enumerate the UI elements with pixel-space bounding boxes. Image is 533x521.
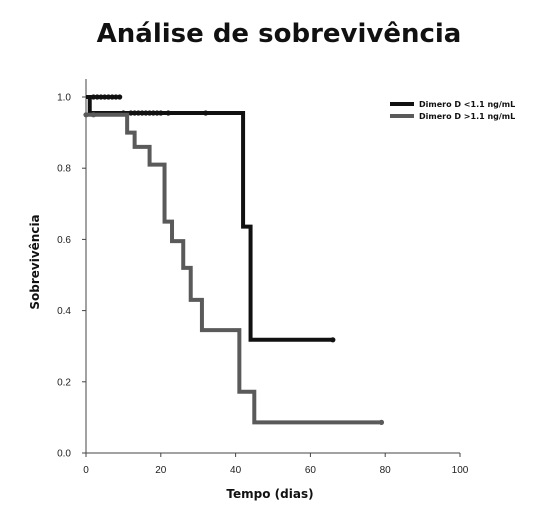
- censor-mark: [90, 94, 97, 100]
- y-tick-label: 1.0: [57, 93, 71, 104]
- censor-mark: [94, 94, 100, 100]
- censor-mark: [165, 110, 171, 116]
- censor-mark: [143, 110, 149, 116]
- x-tick-label: 40: [230, 465, 242, 476]
- legend-label: Dimero D >1.1 ng/mL: [419, 112, 515, 121]
- censor-mark: [105, 94, 112, 100]
- censor-mark: [158, 110, 164, 116]
- y-tick-labels: 0.0 0.2 0.4 0.6 0.8 1.0: [57, 93, 86, 460]
- censor-mark: [98, 94, 104, 100]
- censor-mark: [90, 112, 97, 118]
- x-tick-label: 80: [380, 465, 392, 476]
- series-1: [83, 112, 385, 425]
- legend: Dimero D <1.1 ng/mL Dimero D >1.1 ng/mL: [390, 100, 515, 121]
- censor-mark: [128, 110, 134, 116]
- x-tick-label: 20: [155, 465, 167, 476]
- censor-mark: [378, 419, 385, 425]
- censor-mark: [330, 337, 336, 343]
- censor-mark: [154, 110, 160, 116]
- legend-label: Dimero D <1.1 ng/mL: [419, 100, 515, 109]
- y-tick-label: 0.2: [57, 377, 71, 388]
- y-tick-label: 0.0: [57, 449, 71, 460]
- survival-curve-1: [86, 112, 382, 425]
- x-tick-label: 0: [83, 465, 89, 476]
- censor-mark: [83, 112, 89, 118]
- x-tick-label: 100: [452, 465, 469, 476]
- censor-mark: [102, 94, 108, 100]
- survival-curve-0: [86, 95, 333, 342]
- censor-mark: [117, 94, 123, 100]
- chart-title: Análise de sobrevivência: [97, 19, 462, 49]
- series-layer: [83, 94, 385, 425]
- censor-mark: [113, 94, 119, 100]
- x-tick-labels: 0 20 40 60 80 100: [83, 453, 469, 476]
- y-tick-label: 0.6: [57, 235, 71, 246]
- x-tick-label: 60: [305, 465, 317, 476]
- censor-mark: [109, 94, 115, 100]
- censor-mark: [135, 110, 141, 116]
- y-axis-label: Sobrevivência: [28, 214, 42, 309]
- censor-mark: [139, 110, 145, 116]
- censor-mark: [150, 110, 156, 116]
- series-0: [86, 94, 336, 343]
- y-tick-label: 0.4: [57, 306, 71, 317]
- x-axis-label: Tempo (dias): [226, 487, 313, 501]
- y-tick-label: 0.8: [57, 164, 71, 175]
- censor-mark: [132, 110, 138, 116]
- censor-mark: [203, 110, 209, 116]
- censor-mark: [146, 110, 153, 116]
